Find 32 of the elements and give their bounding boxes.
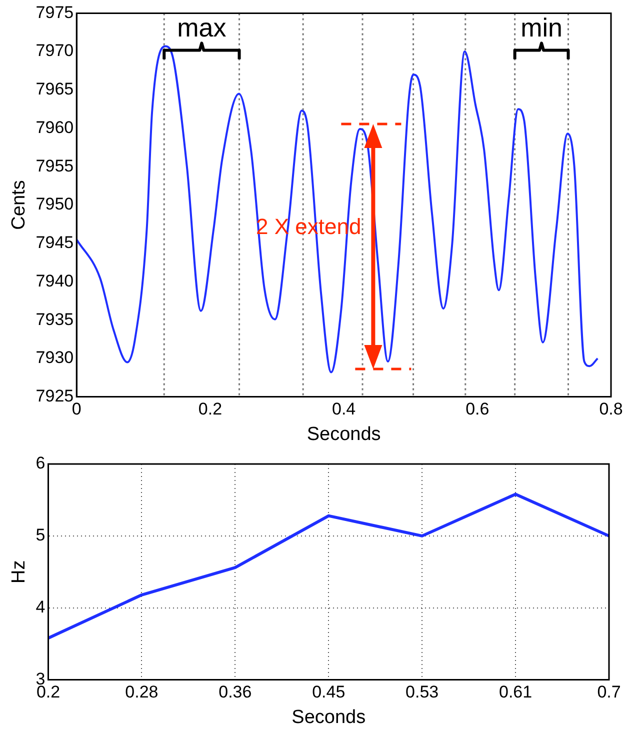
x-tick-label: 0.53 <box>406 682 439 702</box>
x-tick-label: 0.8 <box>599 400 623 419</box>
y-tick-label: 7970 <box>36 41 74 60</box>
y-axis-title: Cents <box>8 180 30 230</box>
x-tick-label: 0.61 <box>498 682 532 702</box>
annotation: max <box>177 12 226 42</box>
y-tick-label: 7940 <box>36 271 74 290</box>
x-tick-label: 0.4 <box>332 400 356 419</box>
y-axis-title: Hz <box>8 560 30 584</box>
y-tick-label: 7945 <box>36 233 74 252</box>
x-tick-label: 0.45 <box>312 682 346 702</box>
x-tick-label: 0.2 <box>198 400 222 419</box>
x-tick-label: 0.28 <box>125 682 158 702</box>
x-tick-label: 0.36 <box>218 682 252 702</box>
y-tick-label: 7950 <box>36 194 74 214</box>
y-tick-label: 5 <box>36 526 46 545</box>
x-tick-label: 0.6 <box>466 400 490 419</box>
x-axis-title: Seconds <box>306 424 381 445</box>
x-axis-title: Seconds <box>292 706 366 728</box>
y-tick-label: 7965 <box>36 80 74 99</box>
annotation: min <box>520 12 562 42</box>
y-tick-label: 7935 <box>36 310 74 329</box>
y-tick-label: 7930 <box>36 348 74 368</box>
y-tick-label: 7955 <box>36 156 74 176</box>
y-tick-label: 6 <box>36 454 46 473</box>
line-series <box>76 45 599 374</box>
y-tick-label: 7960 <box>36 118 74 137</box>
x-tick-label: 0 <box>72 400 82 419</box>
x-tick-label: 0.7 <box>597 682 621 702</box>
y-tick-label: 7975 <box>36 2 74 22</box>
y-tick-label: 7925 <box>36 386 74 406</box>
y-tick-label: 4 <box>36 598 46 617</box>
